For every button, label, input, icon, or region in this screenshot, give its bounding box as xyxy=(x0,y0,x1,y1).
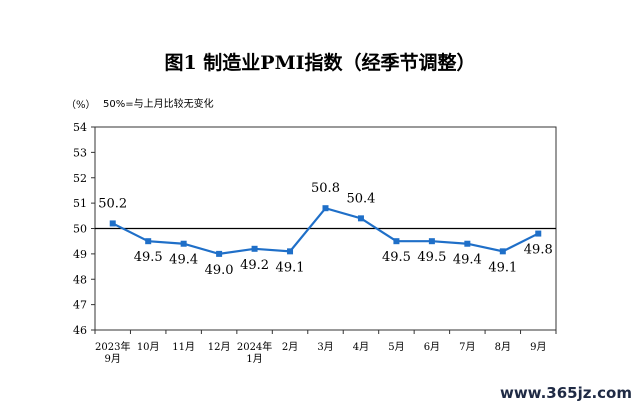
x-tick-label: 7月 xyxy=(459,341,475,353)
data-point xyxy=(180,240,187,247)
x-tick-label: 2024年 xyxy=(237,340,272,353)
data-label: 49.0 xyxy=(205,263,234,278)
pmi-series-line xyxy=(112,206,539,255)
y-tick-label: 54 xyxy=(73,121,87,134)
x-tick-label: 11月 xyxy=(172,341,195,353)
reference-note: 50%=与上月比较无变化 xyxy=(103,97,214,110)
data-label: 49.1 xyxy=(488,260,517,275)
data-label: 49.5 xyxy=(134,250,163,265)
x-tick-label: 3月 xyxy=(317,341,333,353)
y-tick-label: 46 xyxy=(73,324,87,337)
y-tick-label: 53 xyxy=(73,146,87,159)
y-tick-label: 47 xyxy=(73,299,87,312)
y-tick-label: 50 xyxy=(73,223,87,236)
data-labels: 50.2 49.5 49.4 49.0 49.2 49.1 50.8 50.4 49.5 49.5… xyxy=(98,181,552,278)
data-point xyxy=(535,230,542,237)
data-point xyxy=(251,245,258,252)
y-tick-label: 49 xyxy=(73,248,87,261)
data-label: 50.2 xyxy=(98,196,127,211)
pmi-points xyxy=(109,205,542,257)
data-point xyxy=(393,238,400,245)
data-label: 49.5 xyxy=(417,250,446,265)
data-label: 49.4 xyxy=(453,253,482,268)
y-axis: 46 47 48 49 50 51 52 53 54 xyxy=(73,121,95,337)
data-point xyxy=(145,238,152,245)
y-tick-label: 52 xyxy=(73,172,87,185)
data-point xyxy=(109,220,116,227)
data-label: 50.4 xyxy=(346,191,375,206)
data-point xyxy=(216,250,223,257)
x-tick-label: 4月 xyxy=(353,341,369,353)
x-tick-label: 2023年 xyxy=(95,340,130,353)
data-label: 49.2 xyxy=(240,258,269,273)
x-tick-label: 9月 xyxy=(105,353,121,365)
data-label: 49.8 xyxy=(524,243,553,258)
data-label: 49.1 xyxy=(276,260,305,275)
y-tick-label: 51 xyxy=(73,197,87,210)
x-tick-label: 2月 xyxy=(282,341,298,353)
data-label: 50.8 xyxy=(311,181,340,196)
data-point xyxy=(464,240,471,247)
x-tick-label: 10月 xyxy=(137,341,160,353)
x-tick-label: 5月 xyxy=(388,341,404,353)
data-point xyxy=(287,248,294,255)
x-tick-label: 12月 xyxy=(208,341,231,353)
x-tick-label: 9月 xyxy=(530,341,546,353)
data-point xyxy=(499,248,506,255)
data-label: 49.5 xyxy=(382,250,411,265)
data-label: 49.4 xyxy=(169,253,198,268)
chart-title: 图1 制造业PMI指数（经季节调整） xyxy=(164,51,475,74)
x-tick-label: 6月 xyxy=(424,341,440,353)
data-point xyxy=(322,205,329,212)
x-tick-label: 1月 xyxy=(246,353,262,365)
y-unit-label: （%） xyxy=(66,99,96,111)
data-point xyxy=(428,238,435,245)
y-tick-label: 48 xyxy=(73,273,87,286)
watermark: www.365jz.com xyxy=(499,384,632,402)
data-point xyxy=(357,215,364,222)
x-tick-label: 8月 xyxy=(495,341,511,353)
